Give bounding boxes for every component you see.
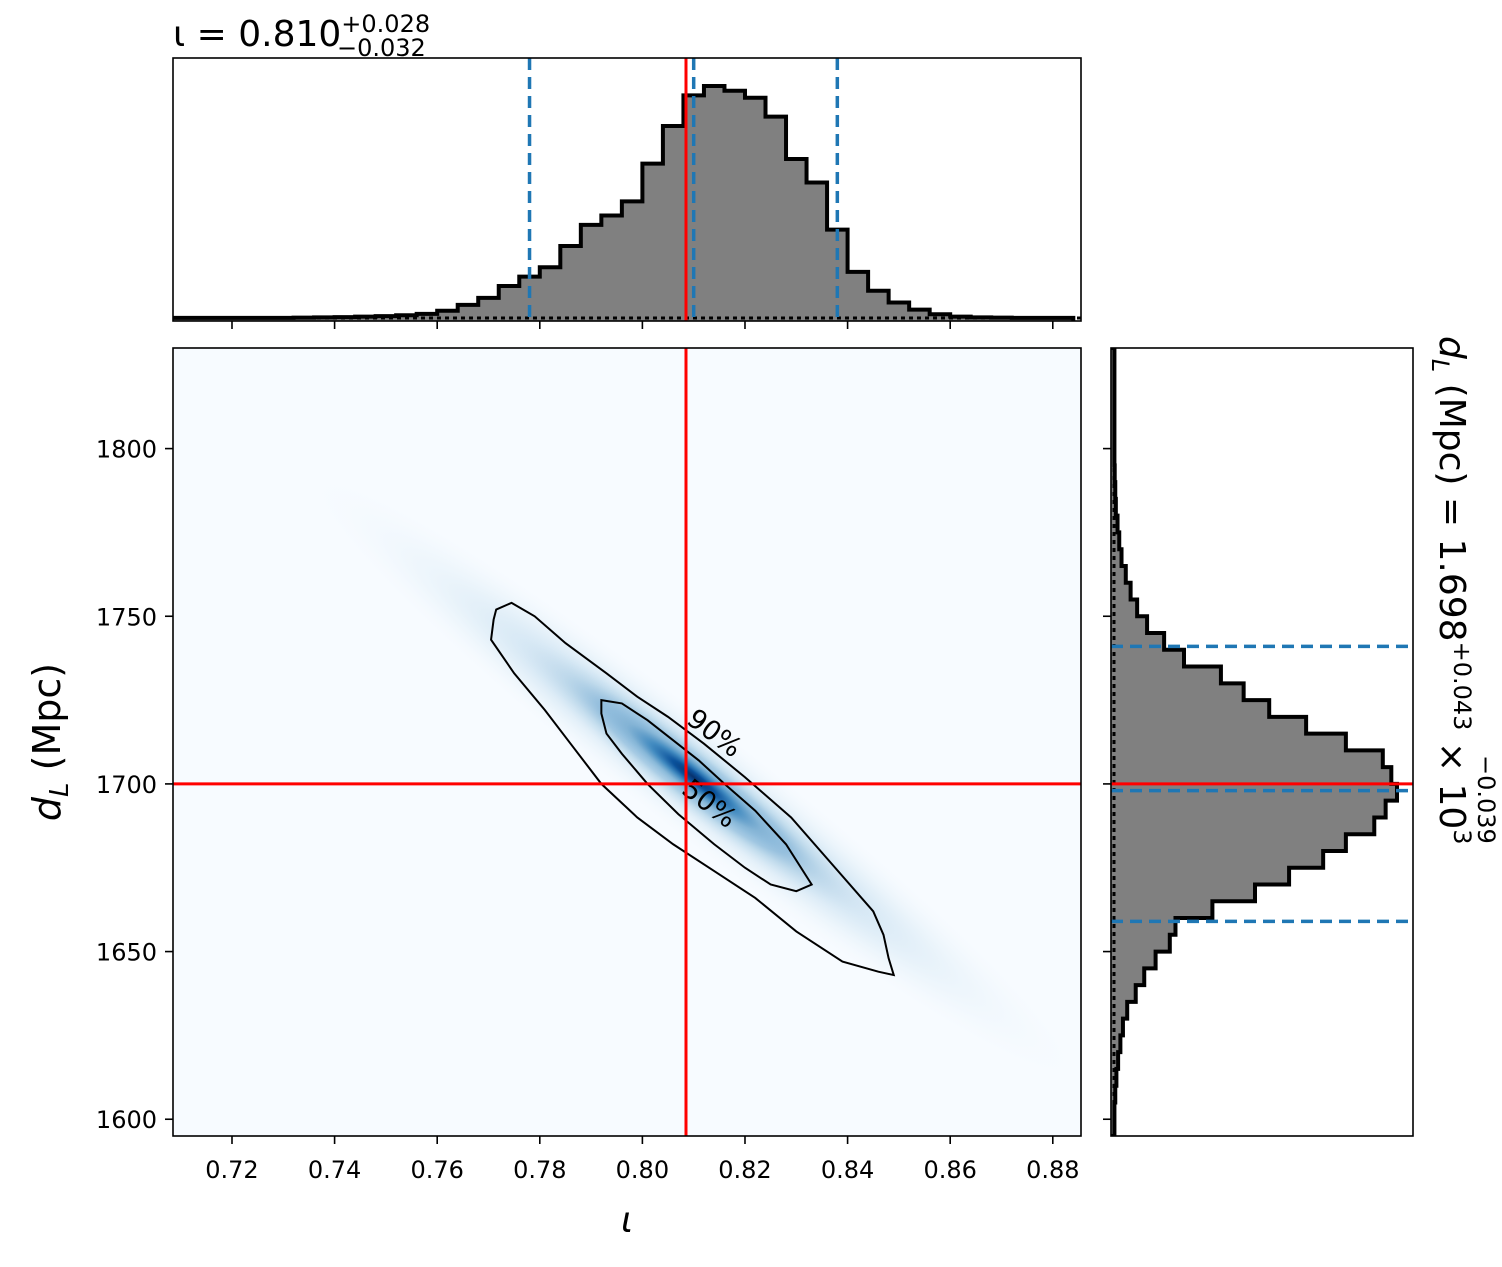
x-tick-label-1: 0.74: [308, 1156, 361, 1184]
y-axis-label: dL (Mpc): [25, 663, 75, 821]
y-axis-label-main: d: [25, 796, 69, 821]
x-tick-label-2: 0.76: [410, 1156, 463, 1184]
joint-frame: [172, 347, 1082, 1137]
right-marginal-title: dL (Mpc) = 1.698+0.043 × 103: [1426, 336, 1476, 845]
x-tick-label-5: 0.82: [718, 1156, 771, 1184]
top-marginal-title: ι = 0.810+0.028: [173, 10, 430, 55]
y-tick-label-2: 1700: [96, 771, 157, 799]
density-group: [313, 478, 1074, 1076]
right-title-main: d: [1431, 336, 1472, 360]
density-core: [598, 701, 790, 853]
top-title-sub: −0.032: [337, 34, 426, 62]
x-tick-label-8: 0.88: [1026, 1156, 1079, 1184]
y-tick-label-3: 1750: [96, 603, 157, 631]
top-marginal-frame: [172, 57, 1082, 322]
y-tick-label-0: 1600: [96, 1106, 157, 1134]
y-axis-label-sub: L: [45, 782, 75, 797]
x-tick-label-7: 0.86: [923, 1156, 976, 1184]
contour-50: [600, 698, 814, 893]
y-tick-label-4: 1800: [96, 436, 157, 464]
right-title-mult: × 10: [1431, 730, 1472, 829]
contour-90: [490, 601, 896, 977]
top-marginal-panel: ι = 0.810+0.028 −0.032: [172, 10, 1082, 329]
x-tick-label-3: 0.78: [513, 1156, 566, 1184]
y-axis-label-unit: (Mpc): [25, 663, 69, 783]
x-axis-label: ι: [621, 1200, 633, 1241]
x-tick-label-4: 0.80: [616, 1156, 669, 1184]
right-title-rest: (Mpc) = 1.698: [1431, 372, 1472, 641]
x-tick-label-6: 0.84: [821, 1156, 874, 1184]
right-title-exp: 3: [1448, 829, 1476, 844]
right-title-sub: L: [1426, 359, 1454, 372]
right-histogram: [1111, 348, 1399, 1136]
top-title-main: ι = 0.810: [173, 14, 341, 55]
top-histogram: [173, 84, 1076, 321]
right-marginal-panel: dL (Mpc) = 1.698+0.043 × 103 −0.039: [1103, 336, 1500, 1137]
x-tick-label-0: 0.72: [205, 1156, 258, 1184]
right-title-sup: +0.043: [1448, 642, 1476, 731]
y-tick-label-1: 1650: [96, 939, 157, 967]
right-marginal-frame: [1110, 347, 1414, 1137]
top-title-sup: +0.028: [341, 10, 430, 38]
right-title-low: −0.039: [1472, 755, 1500, 844]
joint-panel: 90%50% 0.72 0.74 0.76 0.78 0.80 0.82 0.84 0.86 0…: [25, 347, 1082, 1241]
